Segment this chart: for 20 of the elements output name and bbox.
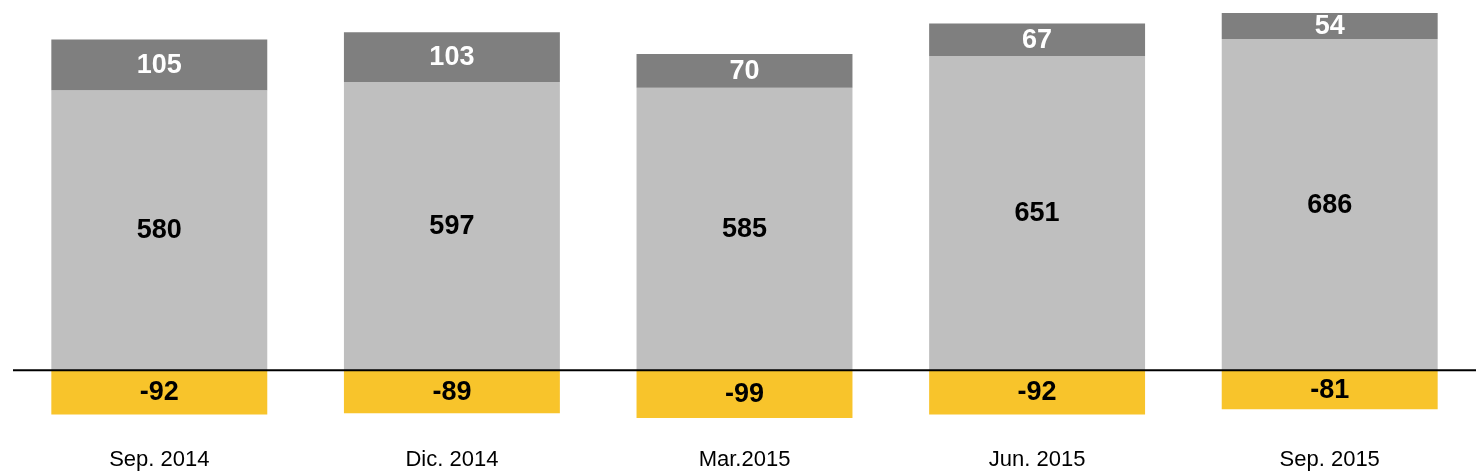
data-label: 597 bbox=[429, 210, 475, 241]
data-label: 67 bbox=[1022, 23, 1053, 54]
data-label: -92 bbox=[1017, 376, 1057, 407]
data-label: 651 bbox=[1014, 197, 1060, 228]
data-label: 585 bbox=[721, 213, 768, 244]
x-tick-label: Mar.2015 bbox=[698, 445, 791, 471]
data-label: 686 bbox=[1307, 188, 1353, 219]
data-label: -81 bbox=[1310, 373, 1350, 404]
data-label: -89 bbox=[432, 375, 472, 406]
data-label: 105 bbox=[136, 48, 182, 79]
x-tick-label: Dic. 2014 bbox=[405, 445, 499, 471]
data-label: 580 bbox=[136, 214, 182, 245]
x-tick-label: Sep. 2015 bbox=[1279, 445, 1380, 471]
data-label: -99 bbox=[724, 378, 765, 409]
data-label: 70 bbox=[729, 54, 760, 85]
x-tick-label: Jun. 2015 bbox=[988, 445, 1086, 471]
x-tick-label: Sep. 2014 bbox=[109, 445, 210, 471]
data-label: 54 bbox=[1314, 10, 1345, 41]
data-label: 103 bbox=[429, 41, 475, 72]
data-label: -92 bbox=[139, 376, 179, 407]
